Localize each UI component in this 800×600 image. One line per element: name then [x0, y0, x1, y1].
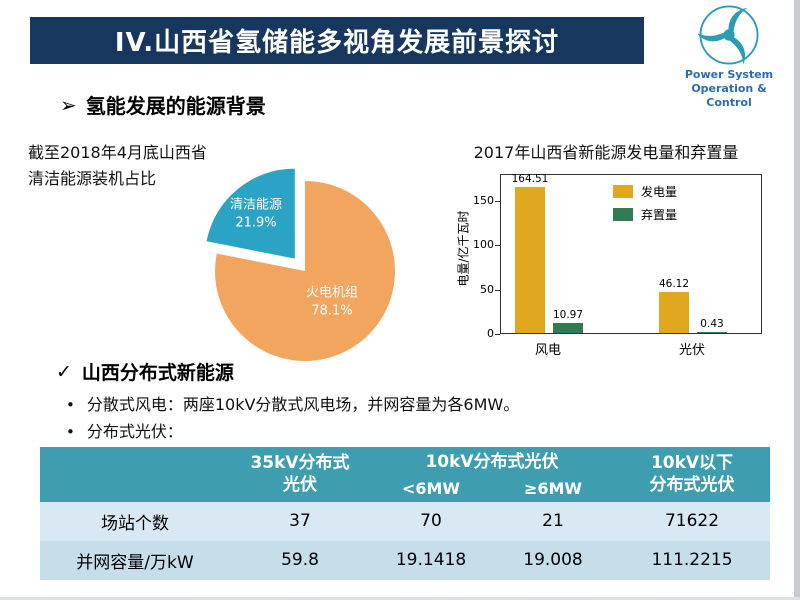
bar-chart-legend: 发电量 弃置量 [613, 183, 677, 223]
y-tick-mark [495, 334, 500, 335]
bar-value-label: 10.97 [552, 309, 584, 322]
cell-capacity-35kv: 59.8 [230, 540, 370, 580]
x-category-wind: 风电 [534, 343, 562, 358]
legend-item-curtailment: 弃置量 [613, 206, 677, 223]
bar-value-label: 0.43 [700, 318, 724, 330]
bar-发电量-光伏 [659, 292, 689, 333]
legend-label-curtailment: 弃置量 [641, 208, 678, 222]
bullet-text-wind: 分散式风电：两座10kV分散式风电场，并网容量为各6MW。 [86, 395, 520, 414]
bullet-dot-icon: • [66, 423, 75, 441]
y-tick-label: 50 [480, 282, 494, 296]
table-header-35kv: 35kV分布式 光伏 [230, 447, 370, 502]
bullet-dot-icon: • [66, 396, 75, 414]
table-subheader-lt6mw: <6MW [370, 477, 492, 502]
legend-swatch-curtailment [613, 208, 633, 221]
section-heading: ➢ 氢能发展的能源背景 [60, 90, 266, 119]
pie-label-clean-name: 清洁能源 [229, 197, 283, 213]
table-header-10kv: 10kV分布式光伏 [370, 447, 614, 478]
cell-capacity-10kv-ge6: 19.008 [492, 540, 614, 580]
arrow-bullet-icon: ➢ [60, 92, 77, 117]
slide-bottom-edge [0, 597, 800, 600]
distributed-heading-text: 山西分布式新能源 [81, 362, 234, 384]
logo-text-line1: Power System [684, 68, 774, 81]
bullet-item-wind: • 分散式风电：两座10kV分散式风电场，并网容量为各6MW。 [66, 391, 519, 415]
bar-发电量-风电 [515, 186, 545, 333]
pie-chart: 清洁能源 21.9% 火电机组 78.1% [180, 146, 430, 396]
slide-right-edge [794, 0, 800, 600]
cell-station-10kv-lt6: 70 [370, 501, 492, 541]
pie-svg [206, 168, 396, 361]
bullet-item-pv: • 分布式光伏： [66, 418, 183, 442]
power-system-logo-icon [698, 5, 759, 65]
row-label-station-count: 场站个数 [40, 501, 230, 541]
cell-station-10kv-ge6: 21 [492, 501, 614, 541]
bar-value-label: 46.12 [658, 278, 690, 291]
cell-station-below10kv: 71622 [614, 501, 770, 541]
table-row-station-count: 场站个数 37 70 21 71622 [40, 501, 770, 541]
legend-swatch-generation [613, 185, 633, 198]
pie-label-thermal-name: 火电机组 [305, 285, 359, 301]
row-label-grid-capacity: 并网容量/万kW [40, 540, 230, 580]
pie-label-clean-value: 21.9% [235, 215, 277, 230]
cell-capacity-below10kv: 111.2215 [614, 540, 770, 580]
pie-label-thermal-value: 78.1% [311, 303, 353, 318]
y-tick-label: 0 [487, 327, 494, 340]
pie-label-clean-energy: 清洁能源 21.9% [230, 196, 282, 231]
bar-chart-title: 2017年山西省新能源发电量和弃置量 [473, 143, 739, 162]
cell-station-35kv: 37 [230, 501, 370, 541]
table-subheader-ge6mw: ≥6MW [492, 477, 614, 502]
check-icon: ✓ [56, 360, 72, 383]
x-category-pv: 光伏 [678, 343, 706, 358]
y-tick-label: 150 [473, 193, 494, 207]
legend-label-generation: 发电量 [641, 185, 678, 199]
bar-chart: 电量/亿千瓦时 发电量 弃置量 164.51 46.12 10.97 0.43 风电 … [450, 162, 780, 367]
org-logo: Power System Operation & Control [670, 4, 788, 109]
y-tick-mark [495, 245, 500, 247]
bar-chart-plot: 发电量 弃置量 164.51 46.12 10.97 0.43 [500, 172, 762, 334]
slide-title: IV.山西省氢储能多视角发展前景探讨 [114, 28, 560, 58]
cell-capacity-10kv-lt6: 19.1418 [370, 540, 492, 580]
table-corner-cell [40, 447, 230, 502]
bar-value-label: 164.51 [511, 172, 549, 185]
bullet-text-pv: 分布式光伏： [86, 422, 183, 441]
section-heading-text: 氢能发展的能源背景 [85, 94, 266, 118]
y-tick-label: 100 [473, 238, 494, 252]
distributed-heading: ✓ 山西分布式新能源 [56, 358, 234, 385]
y-tick-mark [495, 200, 500, 202]
pv-station-table: 35kV分布式 光伏 10kV分布式光伏 10kV以下 分布式光伏 <6MW ≥… [40, 447, 770, 580]
logo-text-line2: Operation & Control [691, 81, 767, 109]
table-header-below-10kv: 10kV以下 分布式光伏 [614, 447, 770, 502]
table-row-grid-capacity: 并网容量/万kW 59.8 19.1418 19.008 111.2215 [40, 540, 770, 580]
legend-item-generation: 发电量 [613, 183, 677, 200]
pie-caption: 截至2018年4月底山西省 清洁能源装机占比 [28, 143, 207, 188]
y-tick-mark [495, 289, 500, 291]
bar-弃置量-风电 [553, 323, 583, 333]
pie-label-thermal: 火电机组 78.1% [306, 284, 358, 319]
slide-title-bar: IV.山西省氢储能多视角发展前景探讨 [30, 17, 644, 64]
bar-弃置量-光伏 [697, 332, 727, 333]
